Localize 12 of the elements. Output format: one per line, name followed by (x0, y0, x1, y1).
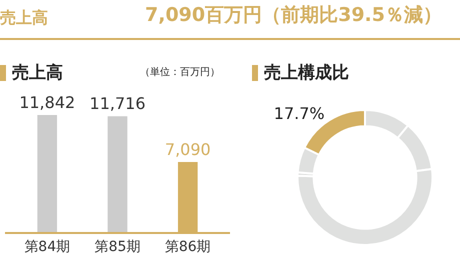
x-tick-label: 第85期 (94, 238, 140, 255)
data-label: 7,090 (164, 140, 211, 159)
text: 7,090百万円（前期比39.5％減） (145, 3, 442, 28)
text: （単位：百万円） (140, 66, 220, 79)
chart-title: 売上高 (12, 62, 63, 84)
data-label: 11,842 (19, 93, 76, 112)
x-tick-label: 第84期 (24, 238, 70, 255)
data-label: 17.7% (274, 104, 325, 123)
data-label: 11,716 (90, 94, 146, 114)
chart-title: 売上構成比 (264, 62, 349, 84)
text: 売上高 (0, 8, 48, 29)
x-tick-label: 第86期 (164, 238, 211, 255)
